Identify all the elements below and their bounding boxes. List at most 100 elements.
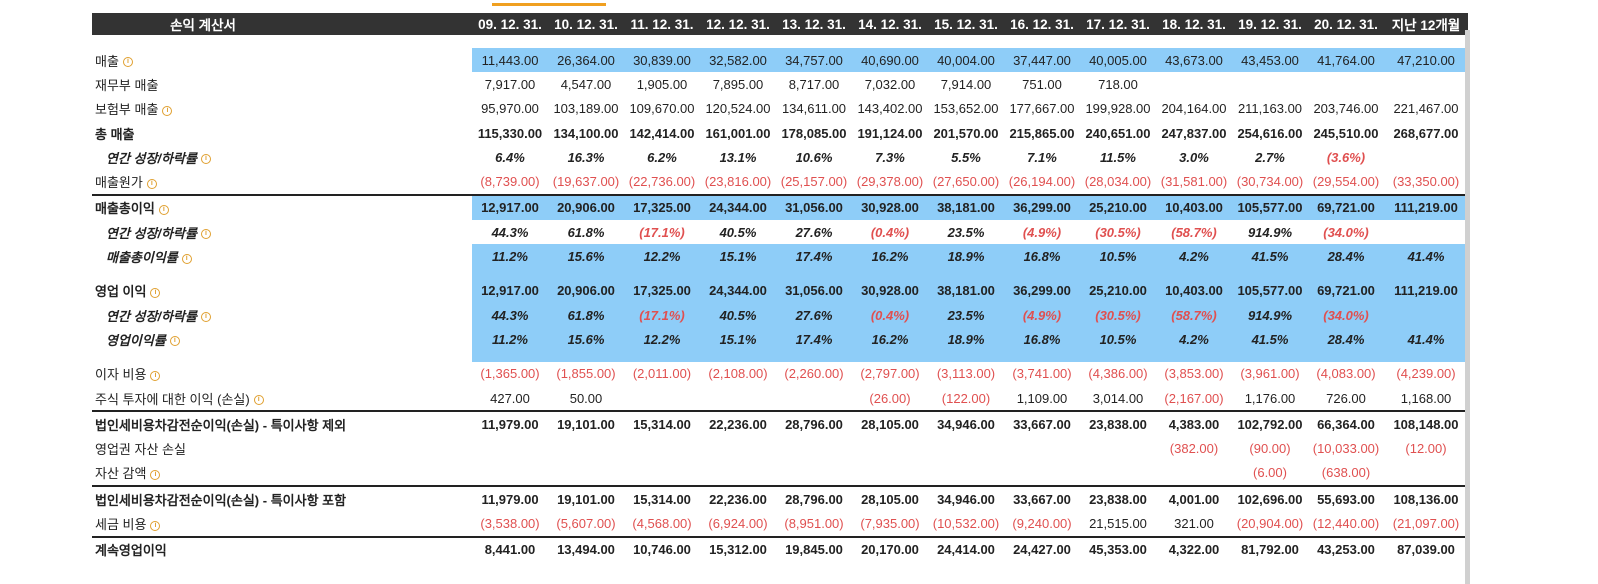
value-cell [776,436,852,460]
info-icon[interactable]: i [200,229,211,240]
value-cell: 12.2% [624,244,700,269]
value-cell: 7,895.00 [712,76,764,92]
info-icon[interactable]: i [253,395,264,406]
table-row: 매출총이익률 i 11.2% 15.6% 12.2% 15.1% 17.4% 16.2% 18.… [92,244,1468,269]
value-cell: 718.00 [1098,76,1138,92]
value-cell: 30,928.00 [852,278,928,303]
value-cell: 15,314.00 [624,485,700,512]
value-cell: 95,970.00 [481,101,539,117]
value-cell: (122.00) [941,390,991,406]
vertical-scrollbar[interactable] [1465,30,1470,584]
value-cell: (8,739.00) [480,174,540,190]
value-cell: 23,838.00 [1080,410,1156,437]
value-cell: (12.00) [1405,441,1447,457]
value-cell: 751.00 [1022,76,1062,92]
value-cell: (26,194.00) [1008,174,1076,190]
value-cell: (9,240.00) [1012,515,1072,531]
value-cell: (31,581.00) [1160,174,1228,190]
spacer-cell [700,268,776,279]
value-cell: 1,176.00 [1244,390,1296,406]
value-cell [1080,436,1156,460]
value-cell: (1,365.00) [480,366,540,382]
value-cell: (2,260.00) [784,366,844,382]
value-cell: 215,865.00 [1009,125,1075,141]
info-icon[interactable]: i [146,178,157,189]
row-label-text: 영업이익률 [106,332,166,348]
value-cell: 11.5% [1100,149,1136,165]
value-cell: 221,467.00 [1393,101,1459,117]
value-cell: 44.3% [491,224,529,240]
value-cell: (20,904.00) [1236,515,1304,531]
spacer-cell [1004,351,1080,362]
info-icon[interactable]: i [158,204,169,215]
row-label: 이자 비용 i [92,362,472,386]
spacer-cell [1004,268,1080,279]
value-cell: 61.8% [548,302,624,328]
value-cell: 15.1% [700,244,776,269]
value-cell: 17,325.00 [624,278,700,303]
value-cell: 15.1% [700,327,776,352]
value-cell: (90.00) [1249,441,1291,457]
value-cell: 103,189.00 [553,101,619,117]
spacer-cell [928,35,1004,48]
spacer-cell [700,351,776,362]
spacer-cell [92,352,472,362]
value-cell [1156,72,1232,96]
spacer-cell [92,269,472,279]
spacer-cell [624,268,700,279]
info-icon[interactable]: i [169,336,180,347]
value-cell: 41.4% [1384,244,1468,269]
value-cell: 15.6% [548,327,624,352]
row-label: 보험부 매출 i [92,97,472,121]
value-cell [700,436,776,460]
value-cell: 23.5% [947,224,985,240]
spacer-cell [776,351,852,362]
value-cell: 34,757.00 [776,48,852,73]
info-icon[interactable]: i [150,520,161,531]
value-cell: 15.6% [548,244,624,269]
info-icon[interactable]: i [200,154,211,165]
spacer-cell [548,268,624,279]
value-cell: 55,693.00 [1308,485,1384,512]
value-cell: 11,979.00 [472,410,548,437]
info-icon[interactable]: i [150,469,161,480]
info-icon[interactable]: i [150,287,161,298]
value-cell: 4,547.00 [560,76,612,92]
value-cell: 10,403.00 [1156,278,1232,303]
info-icon[interactable]: i [162,105,173,116]
value-cell [624,436,700,460]
value-cell: 17.4% [776,327,852,352]
row-label: 재무부 매출 [92,72,472,96]
spacer-cell [1308,35,1384,48]
value-cell: 8,441.00 [472,535,548,562]
info-icon[interactable]: i [200,312,211,323]
value-cell: 12,917.00 [472,193,548,221]
value-cell: 134,100.00 [553,125,619,141]
spacer-cell [472,351,548,362]
value-cell: (30.5%) [1080,302,1156,328]
info-icon[interactable]: i [150,370,161,381]
period-header: 20. 12. 31. [1308,13,1384,35]
value-cell: (382.00) [1169,441,1219,457]
value-cell [1156,461,1232,486]
info-icon[interactable]: i [122,57,133,68]
value-cell: 7,914.00 [940,76,992,92]
value-cell: 69,721.00 [1308,193,1384,221]
value-cell: 10.6% [795,149,833,165]
row-label-text: 총 매출 [95,126,135,142]
value-cell [852,436,928,460]
value-cell: 24,427.00 [1004,535,1080,562]
value-cell: 254,616.00 [1237,125,1303,141]
value-cell: 41.5% [1232,327,1308,352]
row-label: 연간 성장/하락률 i [92,220,472,244]
spacer-cell [1004,35,1080,48]
value-cell: 20,906.00 [548,193,624,221]
table-row: 자산 감액 i (6.00) (638.00) [92,461,1468,486]
row-label: 세금 비용 i [92,511,472,536]
value-cell [1384,145,1468,169]
spacer-row [92,351,1468,362]
row-label-text: 재무부 매출 [95,77,159,93]
spacer-cell [776,35,852,48]
value-cell: 4.2% [1156,244,1232,269]
info-icon[interactable]: i [181,253,192,264]
